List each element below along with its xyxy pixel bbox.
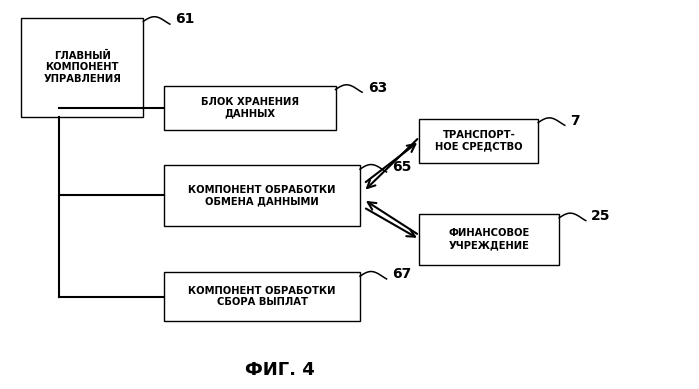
- Text: 7: 7: [570, 114, 580, 128]
- FancyBboxPatch shape: [21, 18, 143, 117]
- Text: КОМПОНЕНТ ОБРАБОТКИ
СБОРА ВЫПЛАТ: КОМПОНЕНТ ОБРАБОТКИ СБОРА ВЫПЛАТ: [188, 286, 336, 307]
- FancyBboxPatch shape: [164, 86, 336, 130]
- Text: БЛОК ХРАНЕНИЯ
ДАННЫХ: БЛОК ХРАНЕНИЯ ДАННЫХ: [201, 97, 299, 119]
- Text: 63: 63: [368, 81, 387, 95]
- Text: 65: 65: [392, 160, 412, 174]
- FancyBboxPatch shape: [164, 272, 360, 321]
- Text: ТРАНСПОРТ-
НОЕ СРЕДСТВО: ТРАНСПОРТ- НОЕ СРЕДСТВО: [435, 130, 523, 152]
- Text: 61: 61: [175, 12, 195, 26]
- Text: КОМПОНЕНТ ОБРАБОТКИ
ОБМЕНА ДАННЫМИ: КОМПОНЕНТ ОБРАБОТКИ ОБМЕНА ДАННЫМИ: [188, 185, 336, 206]
- Text: ГЛАВНЫЙ
КОМПОНЕНТ
УПРАВЛЕНИЯ: ГЛАВНЫЙ КОМПОНЕНТ УПРАВЛЕНИЯ: [43, 51, 121, 84]
- FancyBboxPatch shape: [419, 119, 538, 163]
- FancyBboxPatch shape: [164, 165, 360, 226]
- Text: ФИГ. 4: ФИГ. 4: [245, 361, 315, 378]
- Text: 67: 67: [392, 267, 412, 281]
- FancyBboxPatch shape: [419, 214, 559, 265]
- Text: 25: 25: [591, 209, 611, 223]
- Text: ФИНАНСОВОЕ
УЧРЕЖДЕНИЕ: ФИНАНСОВОЕ УЧРЕЖДЕНИЕ: [449, 228, 530, 250]
